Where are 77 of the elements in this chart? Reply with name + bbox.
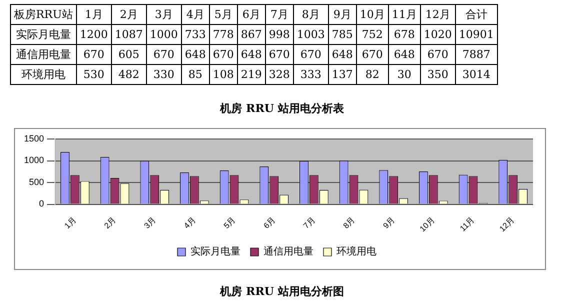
data-label: 733 bbox=[181, 24, 210, 44]
data-label: 670 bbox=[356, 44, 388, 64]
data-label: 7887 bbox=[455, 44, 498, 64]
x-tick-label: 3月 bbox=[146, 4, 182, 24]
x-tick-label: 合计 bbox=[455, 4, 498, 24]
data-label: 330 bbox=[146, 64, 182, 84]
x-tick-label: 2月 bbox=[102, 215, 118, 230]
x-tick-label: 9月 bbox=[381, 215, 397, 230]
x-tick-label: 6月 bbox=[262, 215, 278, 230]
y-tick-label: 1000 bbox=[24, 155, 44, 166]
y-tick-label: 500 bbox=[28, 176, 44, 187]
x-tick-label: 5月 bbox=[222, 215, 238, 230]
data-label: 785 bbox=[328, 24, 356, 44]
data-label: 670 bbox=[209, 44, 238, 64]
data-label: 998 bbox=[265, 24, 294, 44]
y-tick-label: 0 bbox=[39, 198, 44, 209]
data-label: 670 bbox=[293, 44, 328, 64]
x-tick-label: 8月 bbox=[293, 4, 328, 24]
x-tick-label: 4月 bbox=[181, 4, 210, 24]
legend-label: 实际月电量 bbox=[190, 246, 240, 258]
text: 机房 RRU 站用电分析图 bbox=[218, 284, 345, 299]
data-label: 10901 bbox=[455, 24, 498, 44]
data-label: 1003 bbox=[293, 24, 328, 44]
legend-label: 通信用电量 bbox=[264, 246, 314, 258]
x-tick-label: 10月 bbox=[418, 215, 436, 234]
data-label: 670 bbox=[420, 44, 456, 64]
data-label: 3014 bbox=[455, 64, 498, 84]
data-label: 30 bbox=[388, 64, 420, 84]
x-tick-label: 1月 bbox=[62, 215, 78, 230]
data-label: 530 bbox=[76, 64, 112, 84]
data-label: 670 bbox=[146, 44, 182, 64]
x-tick-label: 7月 bbox=[302, 215, 317, 230]
text: 机房 RRU 站用电分析表 bbox=[218, 101, 345, 116]
data-label: 1000 bbox=[146, 24, 182, 44]
x-tick-label: 10月 bbox=[356, 4, 388, 24]
data-label: 333 bbox=[293, 64, 328, 84]
data-label: 85 bbox=[181, 64, 210, 84]
data-label: 648 bbox=[181, 44, 210, 64]
data-label: 648 bbox=[388, 44, 420, 64]
data-label: 605 bbox=[111, 44, 146, 64]
y-tick-label: 实际月电量 bbox=[10, 24, 76, 44]
data-label: 648 bbox=[328, 44, 356, 64]
x-tick-label: 6月 bbox=[237, 4, 266, 24]
x-tick-label: 12月 bbox=[420, 4, 456, 24]
data-label: 648 bbox=[237, 44, 266, 64]
legend-label: 环境用电 bbox=[336, 246, 376, 258]
data-label: 82 bbox=[356, 64, 388, 84]
data-label: 350 bbox=[420, 64, 456, 84]
x-tick-label: 2月 bbox=[111, 4, 146, 24]
x-tick-label: 11月 bbox=[388, 4, 420, 24]
data-label: 1200 bbox=[76, 24, 112, 44]
data-label: 1020 bbox=[420, 24, 456, 44]
x-tick-label: 9月 bbox=[328, 4, 356, 24]
text: 板房RRU站 bbox=[10, 4, 76, 24]
data-label: 482 bbox=[111, 64, 146, 84]
data-label: 1087 bbox=[111, 24, 146, 44]
x-tick-label: 12月 bbox=[498, 215, 516, 234]
data-label: 867 bbox=[237, 24, 266, 44]
data-label: 678 bbox=[388, 24, 420, 44]
x-tick-label: 3月 bbox=[142, 215, 158, 230]
data-label: 219 bbox=[237, 64, 266, 84]
x-tick-label: 8月 bbox=[342, 215, 357, 230]
data-label: 670 bbox=[265, 44, 294, 64]
data-label: 137 bbox=[328, 64, 356, 84]
y-tick-label: 环境用电 bbox=[10, 64, 76, 84]
x-tick-label: 5月 bbox=[209, 4, 238, 24]
x-tick-label: 11月 bbox=[458, 215, 476, 234]
data-label: 328 bbox=[265, 64, 294, 84]
data-label: 778 bbox=[209, 24, 238, 44]
y-tick-label: 1500 bbox=[24, 133, 44, 144]
data-label: 108 bbox=[209, 64, 238, 84]
data-label: 752 bbox=[356, 24, 388, 44]
x-tick-label: 1月 bbox=[76, 4, 112, 24]
data-label: 670 bbox=[76, 44, 112, 64]
x-tick-label: 4月 bbox=[182, 215, 198, 230]
y-tick-label: 通信用电量 bbox=[10, 44, 76, 64]
x-tick-label: 7月 bbox=[265, 4, 294, 24]
